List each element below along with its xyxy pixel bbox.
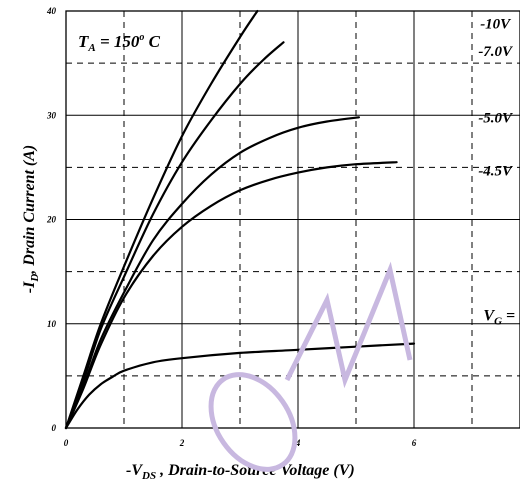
grid: [66, 11, 520, 428]
y-tick-label: 30: [46, 110, 57, 120]
y-axis-label: -ID, Drain Current (A): [21, 145, 41, 293]
y-tick-label: 40: [46, 6, 57, 16]
x-axis-label: -VDS , Drain-to-Source Voltage (V): [126, 462, 355, 481]
y-tick-label: 10: [47, 319, 57, 329]
y-tick-label: 0: [52, 423, 57, 433]
curve-labels: -10V -7.0V -5.0V -4.5V VG = - 3.0V: [478, 17, 520, 328]
curve-10v: [64, 9, 259, 430]
curves: [64, 9, 416, 430]
curve-50v: [64, 116, 360, 430]
curve-label: -10V: [480, 17, 512, 33]
x-tick-labels: 0 2 4 6: [64, 438, 417, 448]
x-tick-label: 6: [412, 438, 417, 448]
temperature-annotation: TA = 150o C: [78, 32, 161, 54]
curve-label: VG = - 3.0V: [483, 308, 520, 328]
curve-label: -7.0V: [478, 44, 514, 60]
curve-label: -4.5V: [478, 164, 514, 180]
y-tick-label: 20: [46, 215, 57, 225]
curve-label: -5.0V: [478, 111, 514, 127]
x-tick-label: 4: [295, 438, 301, 448]
x-tick-label: 2: [179, 438, 185, 448]
x-tick-label: 0: [64, 438, 69, 448]
curve-45v: [64, 161, 398, 430]
curve-70v: [64, 41, 285, 430]
y-tick-labels: 0 10 20 30 40: [46, 6, 57, 433]
